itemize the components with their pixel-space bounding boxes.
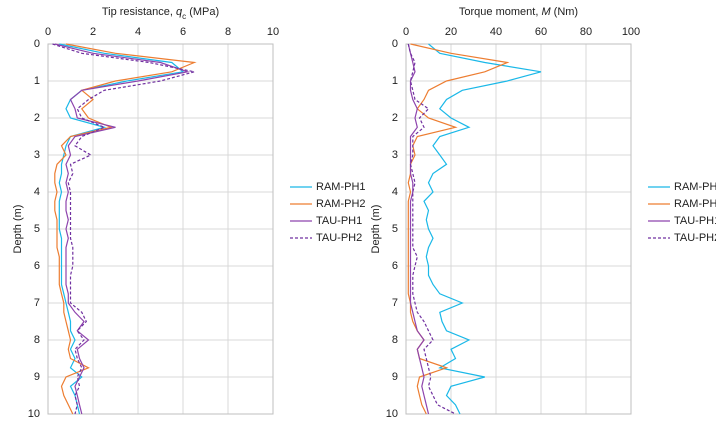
- y-tick-label: 3: [392, 149, 398, 161]
- y-tick-label: 4: [34, 186, 40, 198]
- legend-label: TAU-PH1: [674, 215, 716, 227]
- x-tick-label: 4: [135, 26, 141, 38]
- x-tick-label: 100: [622, 26, 640, 38]
- x-axis-title-part: Torque moment,: [459, 6, 542, 18]
- legend-label: TAU-PH2: [674, 232, 716, 244]
- legend-label: RAM-PH2: [316, 198, 366, 210]
- y-tick-label: 6: [392, 260, 398, 272]
- legend-label: TAU-PH2: [316, 232, 362, 244]
- series-line: [58, 43, 185, 415]
- x-tick-label: 60: [535, 26, 547, 38]
- y-tick-label: 6: [34, 260, 40, 272]
- y-tick-label: 5: [392, 223, 398, 235]
- series-line: [407, 43, 456, 415]
- x-axis-title-part: c: [182, 12, 186, 21]
- series-line: [54, 43, 197, 415]
- y-tick-label: 4: [392, 186, 398, 198]
- y-tick-label: 5: [34, 223, 40, 235]
- y-tick-label: 7: [392, 297, 398, 309]
- x-axis-title: Tip resistance, qc (MPa): [102, 6, 219, 21]
- plot-frame: [47, 43, 274, 415]
- x-tick-label: 6: [180, 26, 186, 38]
- y-tick-label: 10: [386, 408, 398, 420]
- legend-label: RAM-PH1: [674, 181, 716, 193]
- y-axis-title: Depth (m): [370, 205, 382, 254]
- y-tick-label: 1: [34, 75, 40, 87]
- x-axis-title-part: M: [541, 6, 551, 18]
- x-axis-title-part: Tip resistance,: [102, 6, 176, 18]
- plot-frame: [405, 43, 632, 415]
- y-tick-label: 9: [392, 371, 398, 383]
- series-line: [423, 43, 542, 415]
- y-tick-label: 2: [34, 112, 40, 124]
- legend-label: TAU-PH1: [316, 215, 362, 227]
- x-tick-label: 80: [580, 26, 592, 38]
- y-tick-label: 1: [392, 75, 398, 87]
- y-tick-label: 9: [34, 371, 40, 383]
- x-axis-title: Torque moment, M (Nm): [459, 6, 578, 18]
- series-line: [407, 43, 430, 415]
- y-tick-label: 8: [392, 334, 398, 346]
- y-tick-label: 0: [34, 38, 40, 50]
- x-axis-title-part: (Nm): [551, 6, 579, 18]
- x-axis-title-part: (MPa): [186, 6, 219, 18]
- y-tick-label: 8: [34, 334, 40, 346]
- x-tick-label: 0: [403, 26, 409, 38]
- y-tick-label: 0: [392, 38, 398, 50]
- y-tick-label: 2: [392, 112, 398, 124]
- y-tick-label: 3: [34, 149, 40, 161]
- x-tick-label: 40: [490, 26, 502, 38]
- series-line: [54, 43, 190, 415]
- y-tick-label: 7: [34, 297, 40, 309]
- series-line: [52, 43, 195, 415]
- y-axis-title: Depth (m): [12, 205, 24, 254]
- x-tick-label: 20: [445, 26, 457, 38]
- x-tick-label: 0: [45, 26, 51, 38]
- legend-label: RAM-PH1: [316, 181, 366, 193]
- y-tick-label: 10: [28, 408, 40, 420]
- x-tick-label: 2: [90, 26, 96, 38]
- legend-label: RAM-PH2: [674, 198, 716, 210]
- x-tick-label: 10: [267, 26, 279, 38]
- x-axis-title-part: q: [176, 6, 183, 18]
- x-tick-label: 8: [225, 26, 231, 38]
